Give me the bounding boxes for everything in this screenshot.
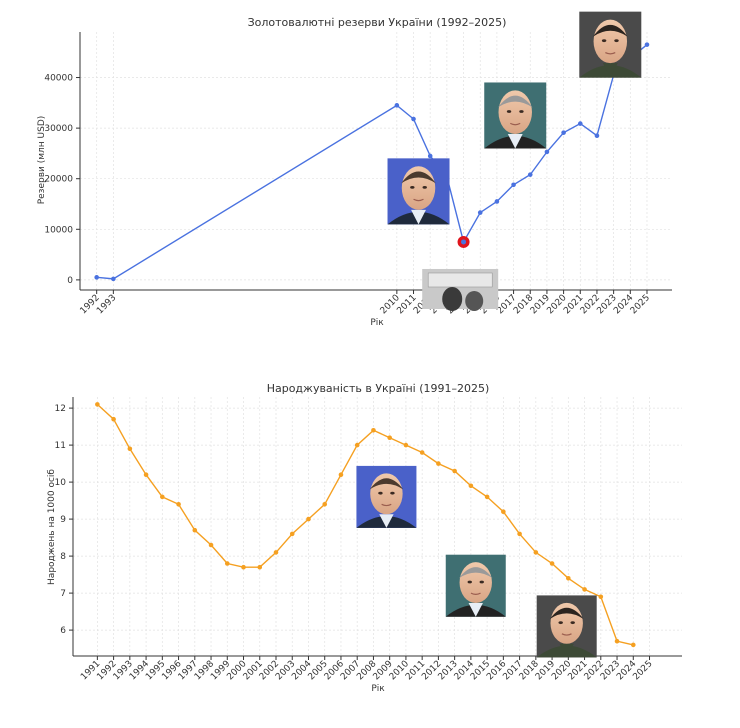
data-point [630, 642, 636, 648]
data-point [387, 435, 392, 441]
data-point [160, 494, 165, 500]
tick-labels: 6789101112199119921993199419951996199719… [55, 404, 655, 682]
data-point [111, 276, 116, 282]
data-point [566, 576, 571, 581]
x-axis-label: Рік [370, 318, 384, 328]
data-point [582, 587, 587, 592]
data-point [127, 446, 133, 452]
data-point [257, 564, 263, 570]
y-tick-label: 30000 [44, 124, 73, 134]
chart-title: Народжуваність в Україні (1991–2025) [267, 382, 490, 395]
y-tick-label: 10000 [44, 225, 73, 235]
data-point [494, 199, 500, 204]
y-tick-label: 6 [60, 626, 66, 636]
zelensky-photo-icon [536, 595, 597, 658]
highlight-point [461, 239, 467, 245]
data-point [241, 564, 246, 570]
series-line [96, 44, 648, 280]
data-point [511, 182, 516, 188]
data-point [289, 531, 295, 537]
data-point [527, 172, 533, 177]
data-point [427, 153, 433, 159]
data-point [306, 516, 311, 522]
y-tick-label: 12 [55, 404, 66, 414]
y-tick-label: 9 [60, 515, 66, 525]
yanukovych-photo-icon [387, 158, 450, 225]
y-tick-label: 20000 [44, 175, 73, 185]
data-point [533, 550, 539, 555]
data-point [549, 561, 555, 566]
y-axis-label: Народжень на 1000 осіб [47, 469, 57, 585]
data-point [598, 594, 604, 600]
y-tick-label: 7 [60, 589, 66, 599]
chart-title: Золотовалютні резерви України (1992–2025… [248, 16, 507, 29]
data-point [322, 502, 328, 507]
y-tick-label: 0 [67, 276, 73, 286]
data-point [371, 428, 376, 433]
poroshenko-photo-icon [445, 554, 506, 617]
data-point [411, 116, 416, 122]
yanukovych-photo-icon [356, 465, 417, 528]
photos [387, 11, 642, 311]
data-point [224, 561, 230, 566]
data-point [501, 509, 506, 514]
data-point [354, 442, 360, 448]
data-point [176, 502, 181, 507]
data-point [614, 638, 620, 644]
data-point [452, 468, 457, 474]
data-point [95, 402, 100, 407]
axes [79, 32, 672, 291]
data-point [544, 149, 550, 155]
data-point [338, 472, 344, 478]
y-axis-label: Резерви (млн USD) [37, 116, 47, 205]
x-axis-label: Рік [371, 684, 385, 694]
x-tick-label: 2025 [631, 659, 654, 682]
data-point [561, 130, 566, 135]
series [94, 42, 650, 282]
photos [356, 465, 597, 658]
series-line [96, 403, 634, 646]
x-tick-label: 1993 [95, 293, 118, 316]
data-point [577, 121, 583, 126]
data-point [403, 442, 409, 448]
data-point [436, 461, 441, 466]
data-point [143, 472, 149, 478]
data-point [477, 210, 483, 215]
data-point [644, 42, 650, 47]
series [95, 402, 636, 648]
data-point [517, 531, 522, 537]
data-point [192, 527, 198, 533]
birth-rate-chart: Народжуваність в Україні (1991–2025) Рік… [47, 382, 682, 694]
reserves-chart: Золотовалютні резерви України (1992–2025… [37, 11, 672, 328]
data-point [394, 103, 400, 108]
protest-photo-icon [422, 268, 499, 311]
y-tick-label: 40000 [44, 74, 73, 84]
data-point [419, 450, 425, 455]
zelensky-photo-icon [579, 11, 642, 78]
data-point [484, 494, 490, 500]
data-point [468, 483, 474, 489]
data-point [94, 275, 99, 280]
data-point [273, 550, 279, 555]
y-tick-label: 11 [55, 441, 66, 451]
y-tick-label: 10 [55, 478, 67, 488]
poroshenko-photo-icon [484, 82, 547, 149]
x-tick-label: 2025 [629, 293, 652, 316]
y-tick-label: 8 [60, 552, 66, 562]
data-point [594, 133, 600, 139]
data-point [208, 542, 214, 548]
data-point [111, 416, 116, 422]
